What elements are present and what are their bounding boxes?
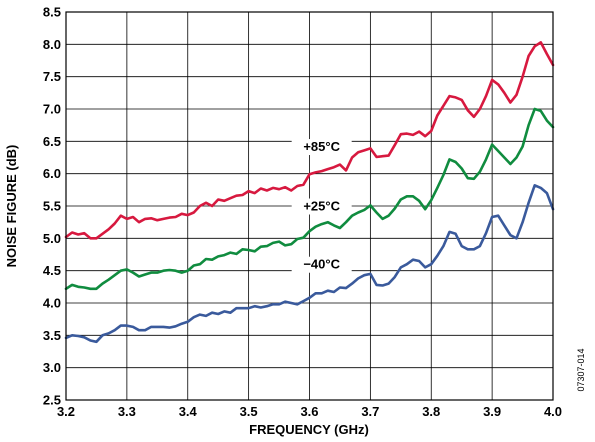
y-tick-label: 3.0 [43, 360, 61, 375]
x-tick-label: 3.4 [179, 404, 198, 419]
y-tick-label: 7.5 [43, 69, 61, 84]
x-axis-label: FREQUENCY (GHz) [249, 422, 369, 437]
x-tick-label: 3.9 [483, 404, 501, 419]
series-label-0: +85°C [303, 139, 340, 154]
series-label-bg [291, 256, 352, 273]
chart-series [64, 41, 555, 344]
y-tick-label: 6.0 [43, 166, 61, 181]
x-tick-label: 3.6 [300, 404, 318, 419]
series-labels: +85°C +25°C −40°C [291, 139, 352, 273]
figure-id: 07307-014 [576, 348, 586, 391]
series-label-1: +25°C [303, 199, 340, 214]
y-tick-label: 3.5 [43, 328, 61, 343]
y-tick-label: 6.5 [43, 134, 61, 149]
x-tick-label: 4.0 [544, 404, 562, 419]
x-tick-label: 3.7 [361, 404, 379, 419]
y-tick-label: 7.0 [43, 102, 61, 117]
series-label-2: −40°C [303, 257, 340, 272]
series-label-bg [291, 139, 352, 156]
plot-frame [65, 11, 554, 401]
x-tick-label: 3.2 [57, 404, 75, 419]
series-line-2 [64, 184, 555, 344]
series-line-1 [64, 107, 555, 291]
y-tick-labels: 2.5 3.0 3.5 4.0 4.5 5.0 5.5 6.0 6.5 7.0 7.5 8.0 8.5 [43, 5, 61, 408]
x-tick-label: 3.5 [240, 404, 258, 419]
x-tick-label: 3.8 [422, 404, 440, 419]
series-line-0 [64, 41, 555, 240]
y-tick-label: 5.0 [43, 231, 61, 246]
y-tick-label: 5.5 [43, 199, 61, 214]
y-tick-label: 2.5 [43, 393, 61, 408]
y-axis-label: NOISE FIGURE (dB) [4, 145, 19, 268]
y-tick-label: 8.0 [43, 37, 61, 52]
y-tick-label: 4.0 [43, 296, 61, 311]
x-tick-labels: 3.2 3.3 3.4 3.5 3.6 3.7 3.8 3.9 4.0 [57, 404, 562, 419]
series-label-bg [291, 198, 352, 215]
x-tick-label: 3.3 [118, 404, 136, 419]
y-tick-label: 4.5 [43, 263, 61, 278]
y-tick-label: 8.5 [43, 5, 61, 20]
